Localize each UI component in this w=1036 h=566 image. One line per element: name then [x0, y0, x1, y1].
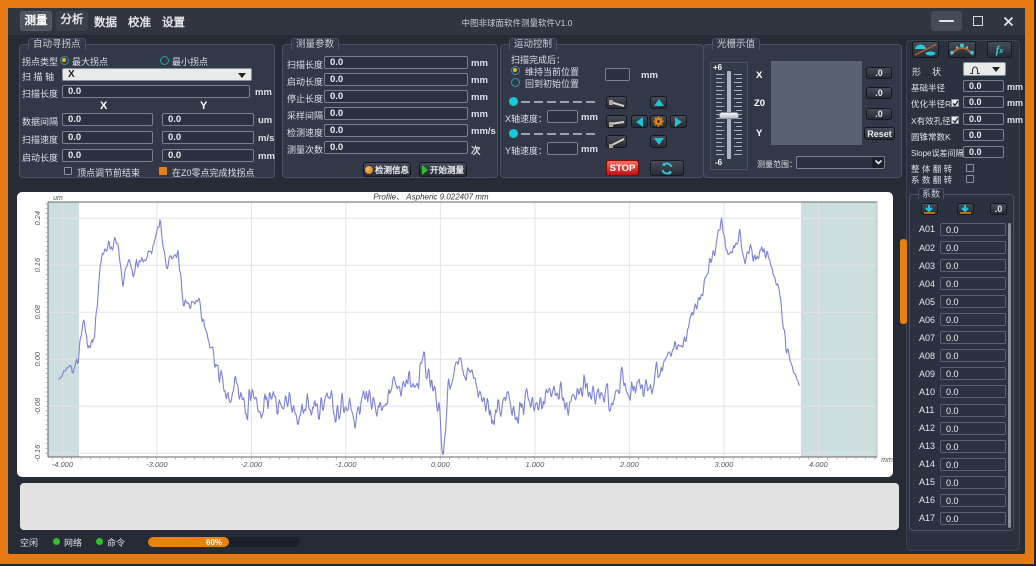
svg-text:-0.16: -0.16 [33, 444, 42, 462]
svg-text:0.00: 0.00 [33, 351, 42, 366]
svg-text:Profile、 Aspheric 9.022407 mm: Profile、 Aspheric 9.022407 mm [373, 193, 488, 202]
svg-text:0.08: 0.08 [33, 304, 42, 319]
svg-text:0.16: 0.16 [33, 257, 42, 272]
svg-text:-2.000: -2.000 [241, 460, 263, 469]
svg-text:-3.000: -3.000 [146, 460, 168, 469]
svg-text:2.000: 2.000 [619, 460, 640, 469]
svg-text:0.000: 0.000 [431, 460, 451, 469]
svg-text:0.24: 0.24 [33, 211, 42, 226]
svg-text:1.000: 1.000 [526, 460, 546, 469]
svg-text:um: um [53, 195, 63, 202]
svg-text:3.000: 3.000 [715, 460, 735, 469]
svg-text:-4.000: -4.000 [52, 460, 74, 469]
svg-text:-1.000: -1.000 [335, 460, 357, 469]
svg-text:-0.08: -0.08 [33, 397, 42, 415]
svg-text:4.000: 4.000 [809, 460, 829, 469]
svg-text:mm: mm [881, 457, 893, 464]
